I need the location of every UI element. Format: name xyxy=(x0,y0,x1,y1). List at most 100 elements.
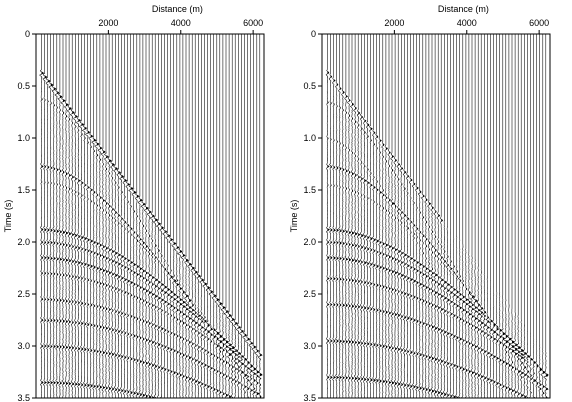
trace-wiggle xyxy=(183,34,189,398)
trace-fill xyxy=(201,276,204,396)
trace-fill xyxy=(109,159,112,394)
trace-wiggle xyxy=(119,34,124,398)
seismic-trace xyxy=(500,34,506,398)
seismic-trace xyxy=(476,34,481,398)
seismic-trace xyxy=(54,34,60,398)
trace-fill xyxy=(53,88,56,398)
seismic-trace xyxy=(353,34,358,398)
seismic-trace xyxy=(402,34,407,398)
trace-fill xyxy=(327,71,330,390)
trace-wiggle xyxy=(97,34,103,398)
trace-fill xyxy=(139,199,143,396)
trace-wiggle xyxy=(512,34,518,398)
y-tick-label: 0 xyxy=(25,29,30,39)
trace-fill xyxy=(182,254,186,398)
trace-fill xyxy=(435,211,438,398)
seismic-trace xyxy=(479,34,484,398)
trace-wiggle xyxy=(521,34,527,398)
seismic-trace xyxy=(369,34,373,398)
trace-wiggle xyxy=(350,34,355,398)
seismic-trace xyxy=(149,34,155,398)
trace-wiggle xyxy=(54,34,60,398)
trace-wiggle xyxy=(168,34,174,398)
seismic-trace xyxy=(229,34,235,398)
seismic-trace xyxy=(254,34,260,398)
trace-wiggle xyxy=(67,34,72,398)
trace-wiggle xyxy=(476,34,481,398)
seismic-trace xyxy=(344,34,349,398)
seismic-trace xyxy=(52,34,57,398)
trace-wiggle xyxy=(402,34,407,398)
seismic-trace xyxy=(147,34,152,398)
seismic-trace xyxy=(433,34,438,398)
trace-wiggle xyxy=(73,34,79,398)
trace-wiggle xyxy=(57,34,63,398)
trace-wiggle xyxy=(144,34,149,398)
seismic-trace xyxy=(506,34,512,398)
trace-wiggle xyxy=(469,34,475,398)
seismic-trace xyxy=(452,34,457,398)
seismic-trace xyxy=(411,34,417,398)
trace-wiggle xyxy=(442,34,447,398)
seismic-trace xyxy=(531,34,537,398)
trace-wiggle xyxy=(239,34,245,398)
trace-fill xyxy=(244,334,247,397)
trace-fill xyxy=(401,164,404,396)
trace-wiggle xyxy=(137,34,143,398)
seismic-trace xyxy=(466,34,472,398)
seismic-trace xyxy=(159,34,165,398)
y-tick-label: 3.0 xyxy=(303,341,316,351)
trace-wiggle xyxy=(525,34,530,398)
y-tick-label: 1.0 xyxy=(303,133,316,143)
trace-wiggle xyxy=(254,34,260,398)
x-tick-label: 2000 xyxy=(98,18,118,28)
trace-fill xyxy=(204,282,207,393)
trace-fill xyxy=(539,344,542,398)
trace-wiggle xyxy=(152,34,158,398)
seismic-trace xyxy=(518,34,525,398)
trace-wiggle xyxy=(472,34,478,398)
trace-wiggle xyxy=(452,34,457,398)
trace-wiggle xyxy=(226,34,232,398)
trace-fill xyxy=(530,332,533,395)
trace-wiggle xyxy=(540,34,546,398)
seismic-trace xyxy=(119,34,124,398)
trace-fill xyxy=(118,168,121,398)
seismic-trace xyxy=(94,34,100,398)
trace-wiggle xyxy=(165,34,171,398)
seismic-trace xyxy=(113,34,118,398)
trace-fill xyxy=(176,247,179,387)
seismic-trace xyxy=(325,34,330,398)
trace-fill xyxy=(170,238,173,395)
trace-wiggle xyxy=(378,34,382,398)
seismic-trace xyxy=(199,34,204,398)
trace-wiggle xyxy=(64,34,69,398)
seismic-trace xyxy=(399,34,404,398)
y-tick-label: 3.0 xyxy=(17,341,30,351)
trace-fill xyxy=(515,312,518,394)
seismic-trace xyxy=(257,34,263,398)
trace-wiggle xyxy=(466,34,472,398)
seismic-trace xyxy=(415,34,419,398)
trace-wiggle xyxy=(147,34,152,398)
seismic-trace xyxy=(418,34,423,398)
trace-fill xyxy=(136,195,139,398)
seismic-trace xyxy=(116,34,121,398)
seismic-trace xyxy=(140,34,146,398)
trace-wiggle xyxy=(491,34,497,398)
trace-wiggle xyxy=(415,34,419,398)
trace-fill xyxy=(219,302,223,398)
seismic-trace xyxy=(135,34,140,398)
seismic-trace xyxy=(186,34,192,398)
trace-wiggle xyxy=(125,34,131,398)
trace-wiggle xyxy=(509,34,515,398)
trace-fill xyxy=(376,135,379,393)
trace-wiggle xyxy=(199,34,204,398)
seismic-trace xyxy=(78,34,85,398)
seismic-trace xyxy=(239,34,245,398)
trace-fill xyxy=(545,352,549,398)
seismic-trace xyxy=(97,34,103,398)
trace-fill xyxy=(462,244,465,396)
trace-wiggle xyxy=(214,34,220,398)
trace-fill xyxy=(428,200,431,398)
